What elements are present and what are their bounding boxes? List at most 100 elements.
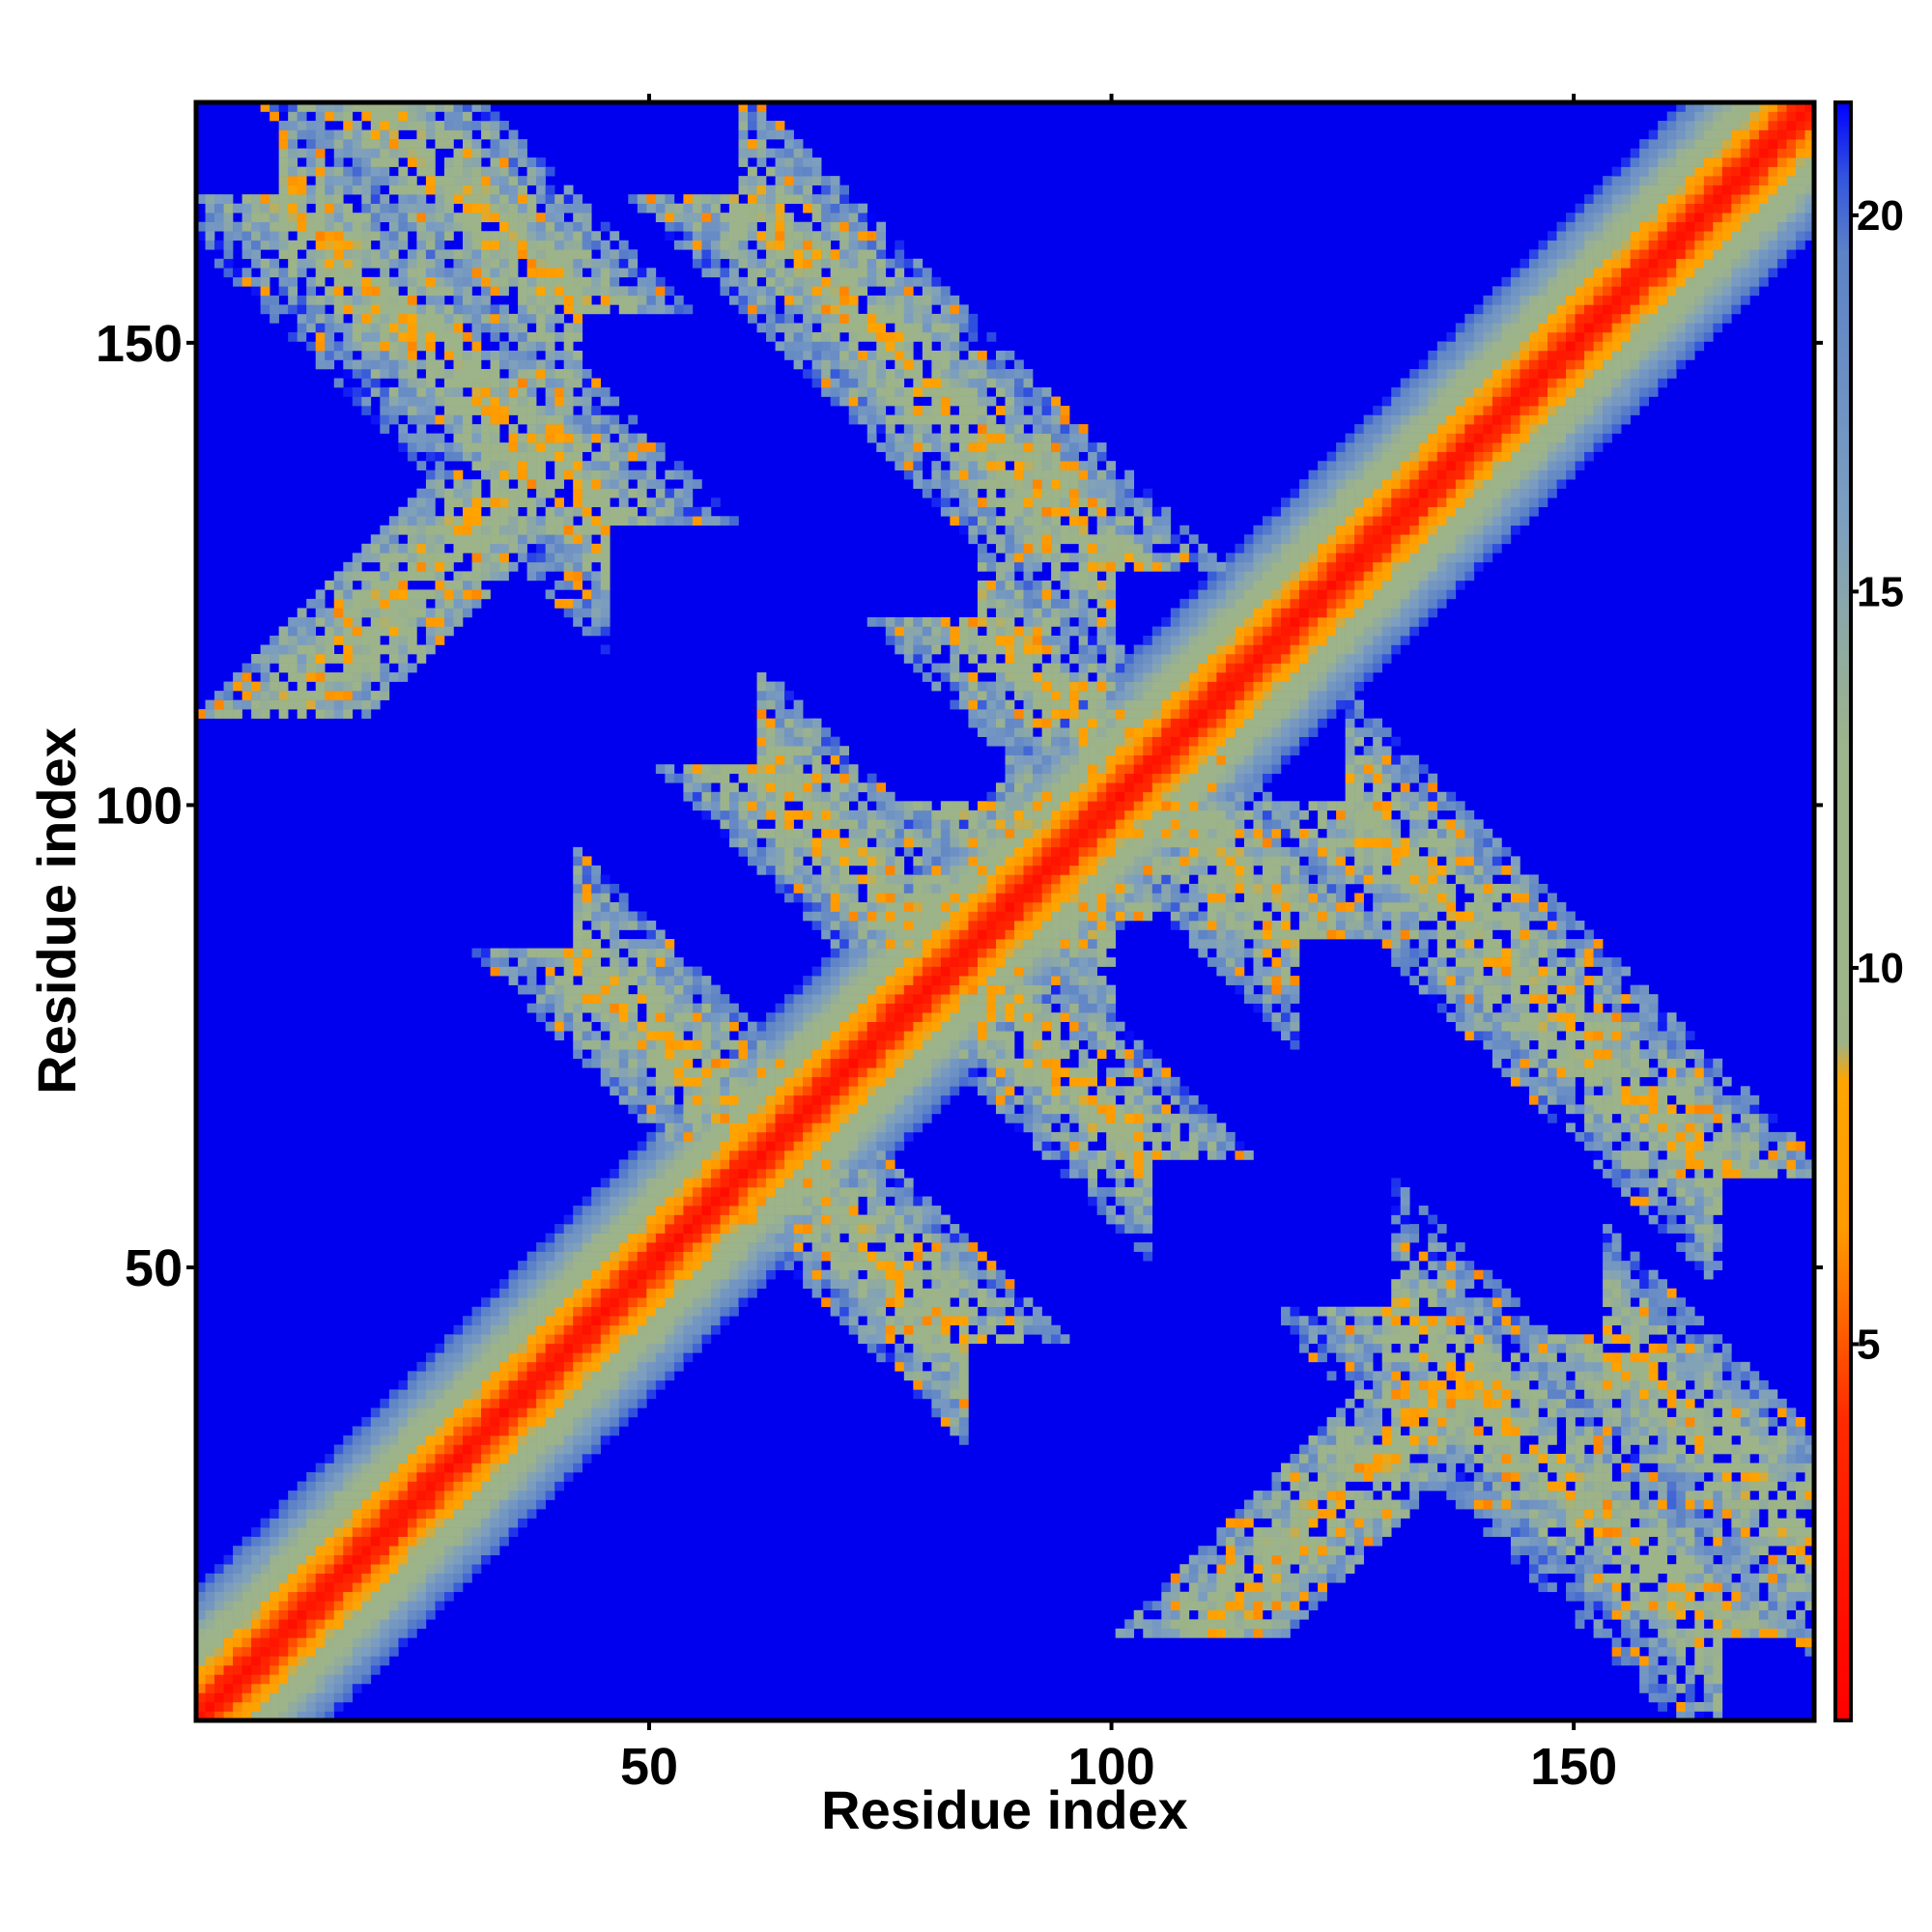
heatmap-cell: [803, 1094, 812, 1105]
heatmap-cell: [803, 901, 812, 912]
heatmap-cell: [242, 1591, 252, 1602]
heatmap-cell: [646, 268, 657, 278]
heatmap-cell: [380, 1619, 390, 1630]
heatmap-cell: [545, 368, 555, 379]
heatmap-cell: [756, 1233, 767, 1243]
heatmap-cell: [600, 561, 611, 572]
heatmap-cell: [270, 268, 279, 278]
heatmap-cell: [508, 561, 519, 572]
heatmap-cell: [637, 469, 647, 480]
heatmap-cell: [508, 948, 519, 958]
heatmap-cell: [443, 534, 454, 545]
heatmap-cell: [462, 221, 472, 232]
heatmap-cell: [720, 221, 730, 232]
heatmap-cell: [508, 1371, 519, 1381]
heatmap-cell: [756, 718, 767, 728]
heatmap-cell: [563, 608, 574, 618]
heatmap-cell: [692, 1039, 702, 1050]
heatmap-cell: [821, 791, 831, 802]
heatmap-cell: [673, 497, 684, 508]
heatmap-cell: [582, 901, 592, 912]
heatmap-cell: [233, 1646, 242, 1657]
heatmap-cell: [518, 1491, 527, 1500]
heatmap-cell: [582, 231, 592, 242]
heatmap-cell: [554, 1398, 564, 1408]
heatmap-cell: [297, 1591, 307, 1602]
heatmap-cell: [573, 1416, 583, 1427]
heatmap-cell: [784, 746, 794, 756]
heatmap-cell: [416, 571, 427, 582]
heatmap-cell: [462, 497, 472, 508]
heatmap-cell: [720, 801, 730, 811]
heatmap-cell: [508, 497, 519, 508]
heatmap-cell: [388, 1398, 399, 1408]
heatmap-cell: [748, 1206, 757, 1215]
heatmap-cell: [251, 1527, 261, 1537]
heatmap-cell: [471, 121, 482, 130]
heatmap-cell: [784, 129, 794, 140]
heatmap-cell: [692, 1141, 702, 1151]
heatmap-cell: [573, 295, 583, 305]
heatmap-cell: [306, 1664, 317, 1675]
heatmap-cell: [343, 1674, 354, 1685]
heatmap-cell: [738, 828, 749, 838]
heatmap-cell: [756, 1269, 767, 1280]
heatmap-cell: [443, 608, 454, 618]
heatmap-cell: [720, 1316, 730, 1326]
heatmap-cell: [766, 213, 776, 223]
heatmap-cell: [333, 378, 344, 388]
heatmap-cell: [573, 1426, 583, 1436]
heatmap-cell: [811, 1187, 822, 1197]
heatmap-cell: [563, 1269, 574, 1280]
heatmap-cell: [453, 1564, 464, 1575]
heatmap-cell: [848, 1021, 859, 1032]
heatmap-cell: [573, 1334, 583, 1345]
heatmap-cell: [443, 1481, 454, 1492]
heatmap-cell: [821, 819, 831, 830]
heatmap-cell: [251, 1591, 261, 1602]
heatmap-cell: [518, 1316, 527, 1326]
heatmap-cell: [784, 754, 794, 765]
heatmap-cell: [370, 166, 381, 177]
heatmap-cell: [701, 1187, 712, 1197]
heatmap-cell: [352, 1491, 362, 1500]
heatmap-cell: [425, 626, 436, 637]
heatmap-cell: [490, 1361, 500, 1372]
heatmap-cell: [333, 323, 344, 333]
heatmap-cell: [775, 1131, 785, 1142]
heatmap-cell: [692, 1306, 702, 1317]
heatmap-cell: [720, 764, 730, 775]
heatmap-cell: [665, 1150, 675, 1160]
heatmap-cell: [278, 1609, 289, 1620]
heatmap-cell: [655, 1352, 666, 1363]
heatmap-cell: [242, 1628, 252, 1638]
heatmap-cell: [637, 1316, 647, 1326]
heatmap-cell: [628, 1288, 639, 1298]
heatmap-cell: [591, 598, 602, 609]
heatmap-cell: [297, 644, 307, 655]
heatmap-cell: [867, 1003, 877, 1013]
heatmap-cell: [499, 148, 509, 158]
heatmap-cell: [536, 561, 546, 572]
heatmap-cell: [748, 791, 757, 802]
heatmap-cell: [573, 1049, 583, 1060]
heatmap-cell: [288, 148, 298, 158]
heatmap-cell: [582, 1214, 592, 1225]
heatmap-cell: [499, 516, 509, 526]
heatmap-cell: [490, 479, 500, 490]
heatmap-cell: [278, 304, 289, 315]
heatmap-cell: [462, 580, 472, 590]
heatmap-cell: [278, 699, 289, 710]
heatmap-cell: [462, 479, 472, 490]
heatmap-cell: [481, 1306, 491, 1317]
heatmap-cell: [867, 359, 877, 370]
heatmap-cell: [628, 1104, 639, 1115]
heatmap-cell: [370, 194, 381, 204]
heatmap-cell: [388, 635, 399, 645]
heatmap-cell: [756, 709, 767, 719]
heatmap-cell: [214, 1619, 224, 1630]
heatmap-cell: [352, 213, 362, 223]
heatmap-cell: [728, 1150, 739, 1160]
heatmap-cell: [425, 276, 436, 287]
heatmap-cell: [701, 221, 712, 232]
